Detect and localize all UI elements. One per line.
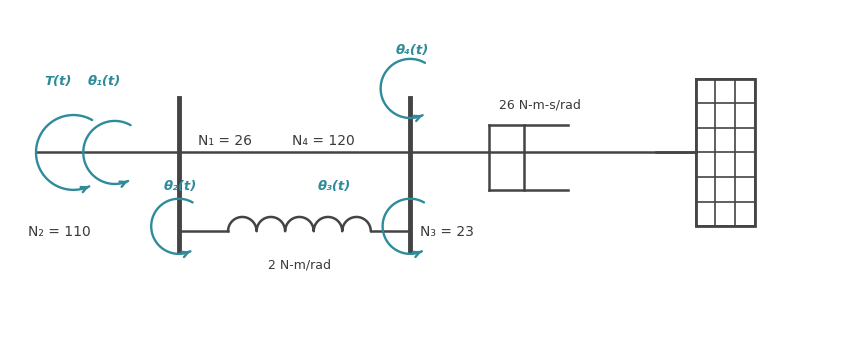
Text: N₄ = 120: N₄ = 120 (292, 134, 354, 148)
Text: θ₂(t): θ₂(t) (164, 180, 197, 193)
Text: θ₃(t): θ₃(t) (318, 180, 351, 193)
Bar (695, 79, 755, 226)
Text: N₃ = 23: N₃ = 23 (420, 225, 473, 239)
Text: N₂ = 110: N₂ = 110 (28, 225, 91, 239)
Text: T(t): T(t) (44, 76, 71, 88)
Text: θ₁(t): θ₁(t) (87, 76, 121, 88)
Text: N₁ = 26: N₁ = 26 (198, 134, 252, 148)
Text: θ₄(t): θ₄(t) (396, 44, 429, 57)
Text: 26 N-m-s/rad: 26 N-m-s/rad (499, 98, 581, 111)
Text: 2 N-m/rad: 2 N-m/rad (268, 259, 331, 272)
